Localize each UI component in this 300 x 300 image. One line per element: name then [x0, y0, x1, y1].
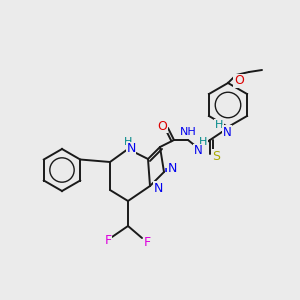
Text: F: F [143, 236, 151, 248]
Text: O: O [157, 119, 167, 133]
Text: H: H [124, 137, 132, 147]
Text: N: N [153, 182, 163, 194]
Text: S: S [212, 149, 220, 163]
Text: NH: NH [180, 127, 196, 137]
Text: N: N [167, 163, 177, 176]
Text: N: N [223, 125, 231, 139]
Text: F: F [104, 235, 112, 248]
Text: H: H [199, 137, 207, 147]
Text: N: N [194, 145, 202, 158]
Text: H: H [215, 120, 223, 130]
Text: N: N [126, 142, 136, 155]
Text: O: O [234, 74, 244, 88]
